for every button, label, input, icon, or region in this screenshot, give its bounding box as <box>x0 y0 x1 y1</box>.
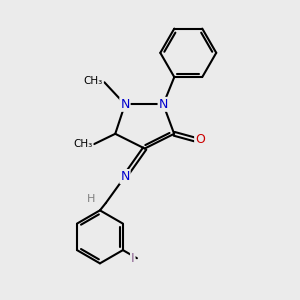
Text: CH₃: CH₃ <box>73 139 93 149</box>
Text: CH₃: CH₃ <box>84 76 103 86</box>
Text: I: I <box>131 252 135 265</box>
Text: N: N <box>120 170 130 183</box>
Text: N: N <box>159 98 168 111</box>
Text: O: O <box>195 133 205 146</box>
Text: H: H <box>87 194 95 204</box>
Text: N: N <box>120 98 130 111</box>
